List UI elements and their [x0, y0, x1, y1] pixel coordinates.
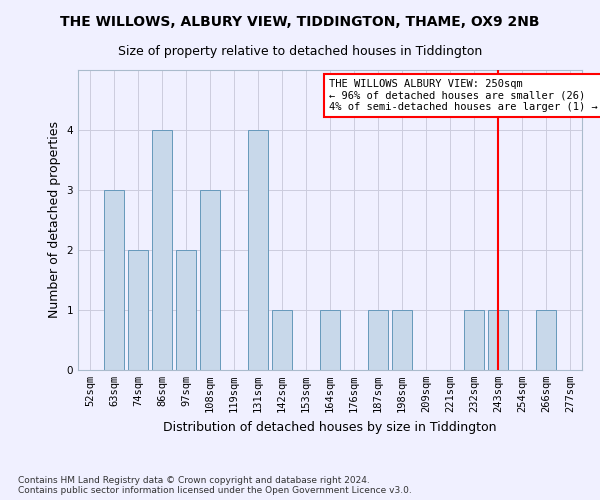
Text: Size of property relative to detached houses in Tiddington: Size of property relative to detached ho… — [118, 45, 482, 58]
Text: THE WILLOWS ALBURY VIEW: 250sqm
← 96% of detached houses are smaller (26)
4% of : THE WILLOWS ALBURY VIEW: 250sqm ← 96% of… — [329, 79, 598, 112]
Bar — [488, 310, 508, 370]
Bar — [320, 310, 340, 370]
Bar — [464, 310, 484, 370]
Text: Contains HM Land Registry data © Crown copyright and database right 2024.
Contai: Contains HM Land Registry data © Crown c… — [18, 476, 412, 495]
Bar — [152, 130, 172, 370]
Bar — [536, 310, 556, 370]
Bar — [368, 310, 388, 370]
Text: THE WILLOWS, ALBURY VIEW, TIDDINGTON, THAME, OX9 2NB: THE WILLOWS, ALBURY VIEW, TIDDINGTON, TH… — [60, 15, 540, 29]
Bar — [392, 310, 412, 370]
Bar — [248, 130, 268, 370]
Bar — [128, 250, 148, 370]
Bar — [272, 310, 292, 370]
Y-axis label: Number of detached properties: Number of detached properties — [48, 122, 61, 318]
Bar — [104, 190, 124, 370]
Bar — [200, 190, 220, 370]
Bar — [176, 250, 196, 370]
X-axis label: Distribution of detached houses by size in Tiddington: Distribution of detached houses by size … — [163, 420, 497, 434]
